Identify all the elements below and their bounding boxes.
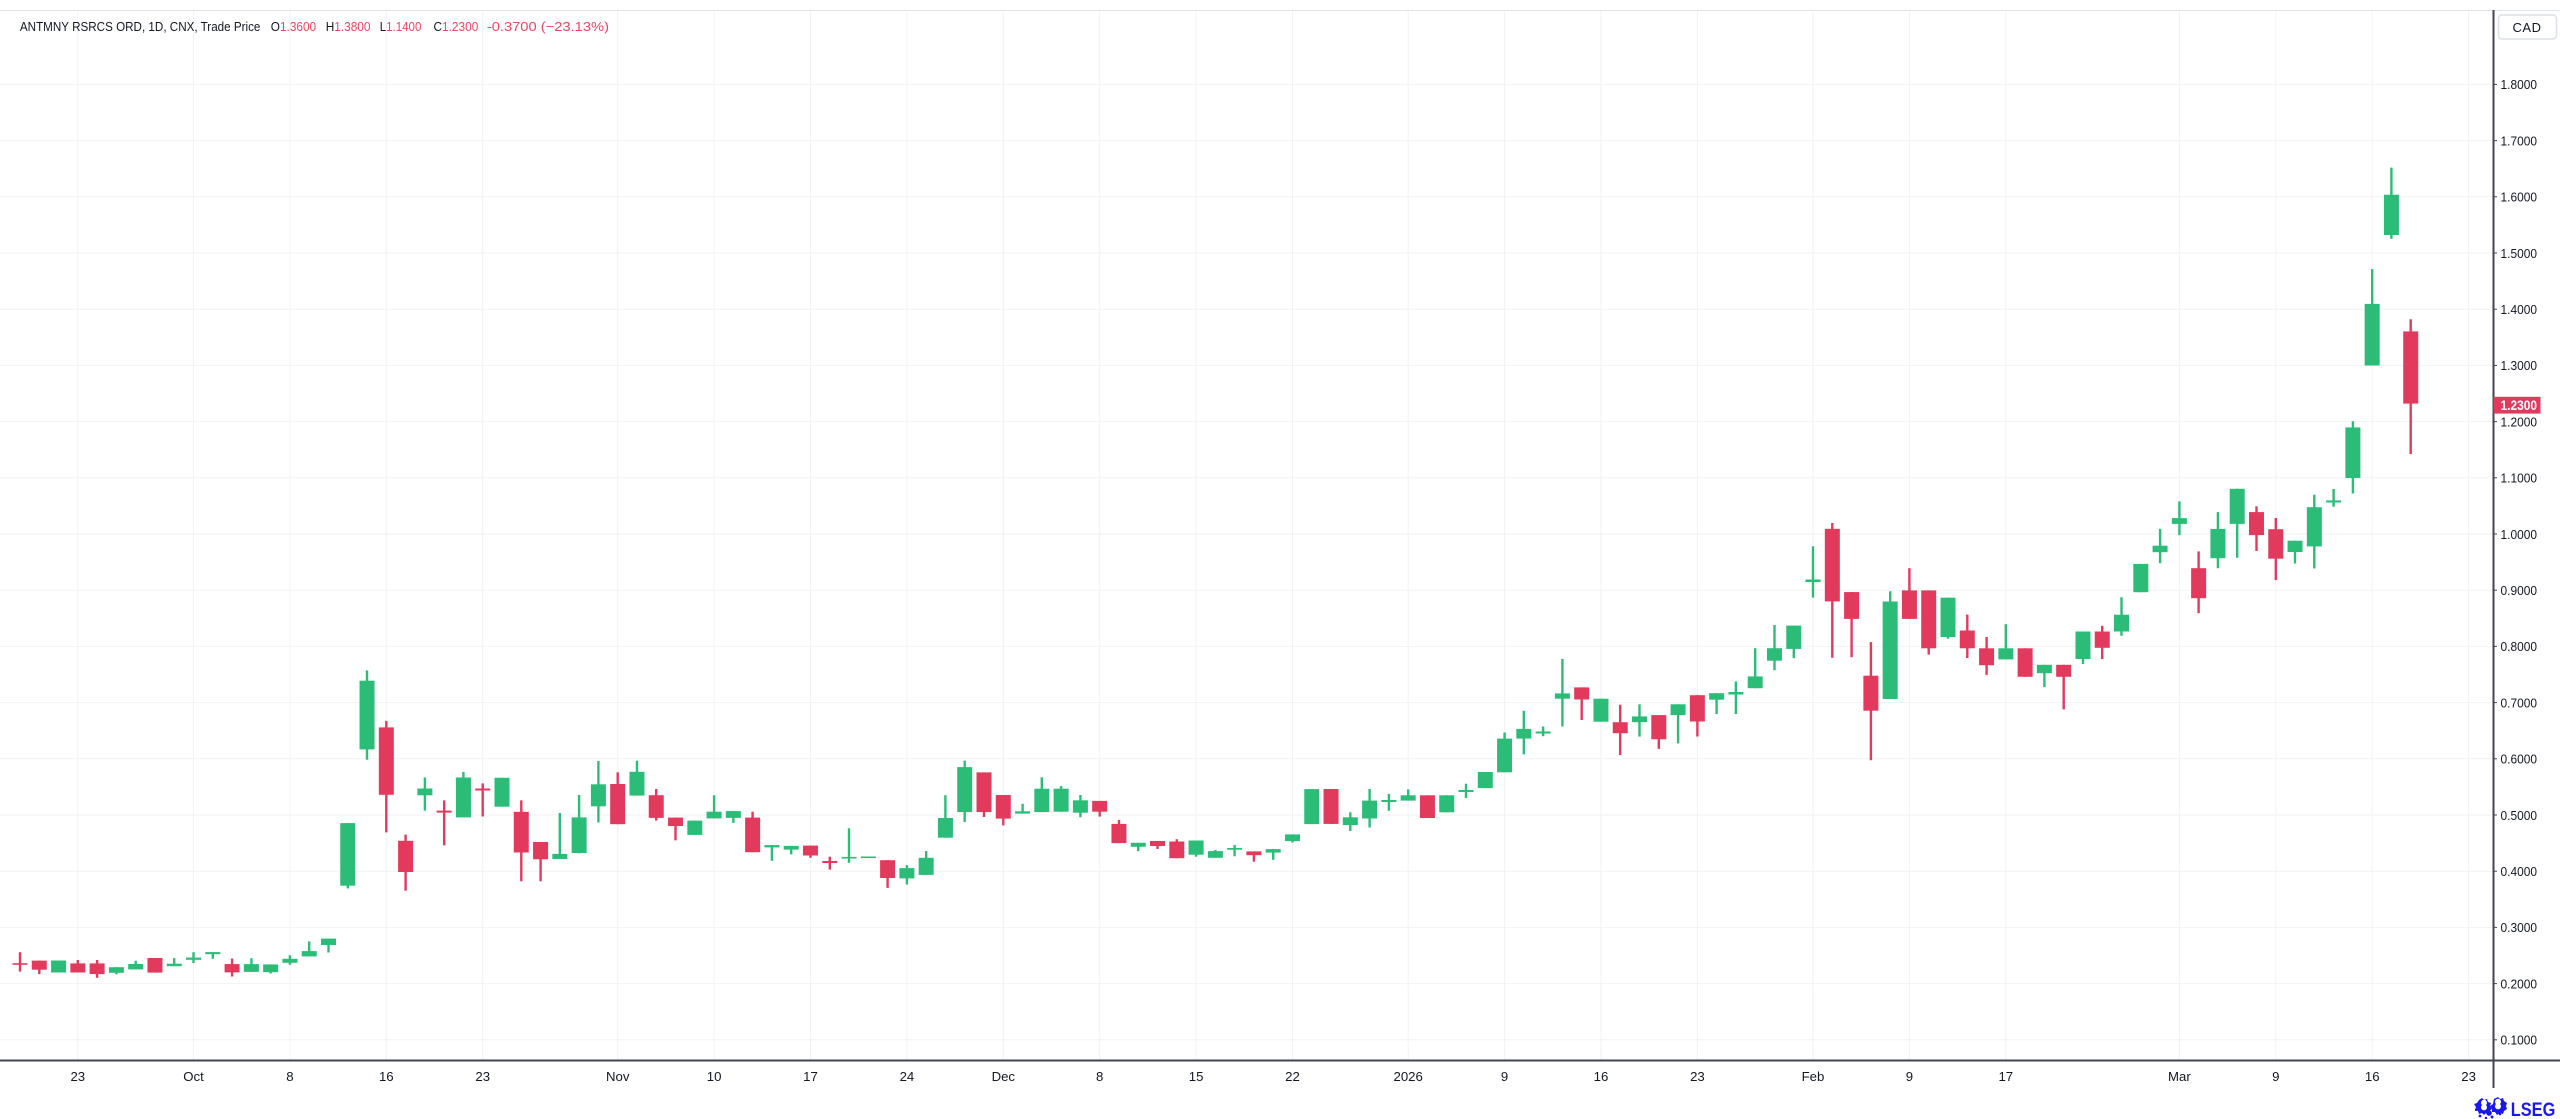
svg-text:1.8000: 1.8000 [2501, 77, 2538, 92]
svg-text:10: 10 [707, 1069, 722, 1084]
svg-text:1.2300: 1.2300 [2501, 398, 2538, 413]
svg-text:LSEG: LSEG [2511, 1100, 2556, 1119]
svg-text:1.5000: 1.5000 [2501, 246, 2538, 261]
svg-text:1.0000: 1.0000 [2501, 527, 2538, 542]
svg-text:Mar: Mar [2168, 1069, 2191, 1084]
svg-text:23: 23 [1690, 1069, 1705, 1084]
svg-text:9: 9 [1501, 1069, 1508, 1084]
svg-text:0.4000: 0.4000 [2501, 864, 2538, 879]
svg-text:17: 17 [1998, 1069, 2013, 1084]
svg-text:8: 8 [286, 1069, 293, 1084]
svg-text:0.8000: 0.8000 [2501, 639, 2538, 654]
svg-text:22: 22 [1285, 1069, 1300, 1084]
svg-text:0.6000: 0.6000 [2501, 752, 2538, 767]
svg-text:23: 23 [2461, 1069, 2476, 1084]
svg-text:0.5000: 0.5000 [2501, 808, 2538, 823]
svg-text:16: 16 [379, 1069, 394, 1084]
svg-text:0.2000: 0.2000 [2501, 976, 2538, 991]
svg-text:0.1000: 0.1000 [2501, 1033, 2538, 1048]
svg-text:Feb: Feb [1802, 1069, 1825, 1084]
svg-text:-0.3700 (−23.13%): -0.3700 (−23.13%) [487, 19, 609, 34]
svg-text:0.7000: 0.7000 [2501, 695, 2538, 710]
svg-text:Nov: Nov [606, 1069, 630, 1084]
svg-text:1.4000: 1.4000 [2501, 302, 2538, 317]
svg-text:9: 9 [2272, 1069, 2279, 1084]
svg-text:15: 15 [1189, 1069, 1204, 1084]
svg-text:0.9000: 0.9000 [2501, 583, 2538, 598]
svg-text:23: 23 [70, 1069, 85, 1084]
svg-text:8: 8 [1096, 1069, 1103, 1084]
svg-text:C1.2300: C1.2300 [434, 19, 479, 34]
svg-text:2026: 2026 [1394, 1069, 1423, 1084]
svg-text:CAD: CAD [2513, 20, 2542, 35]
svg-text:O1.3600: O1.3600 [271, 19, 316, 34]
svg-text:24: 24 [900, 1069, 915, 1084]
svg-text:Dec: Dec [992, 1069, 1016, 1084]
svg-text:16: 16 [1594, 1069, 1609, 1084]
svg-text:H1.3800: H1.3800 [326, 19, 371, 34]
svg-text:23: 23 [475, 1069, 490, 1084]
svg-text:16: 16 [2365, 1069, 2380, 1084]
svg-text:1.6000: 1.6000 [2501, 190, 2538, 205]
svg-text:1.1000: 1.1000 [2501, 471, 2538, 486]
svg-text:L1.1400: L1.1400 [380, 19, 422, 34]
svg-text:1.7000: 1.7000 [2501, 133, 2538, 148]
svg-text:9: 9 [1906, 1069, 1913, 1084]
svg-text:Oct: Oct [183, 1069, 204, 1084]
svg-text:1.2000: 1.2000 [2501, 414, 2538, 429]
svg-text:ANTMNY RSRCS ORD, 1D, CNX, Tra: ANTMNY RSRCS ORD, 1D, CNX, Trade Price [20, 19, 261, 34]
svg-text:0.3000: 0.3000 [2501, 920, 2538, 935]
svg-text:1.3000: 1.3000 [2501, 358, 2538, 373]
svg-text:17: 17 [803, 1069, 818, 1084]
